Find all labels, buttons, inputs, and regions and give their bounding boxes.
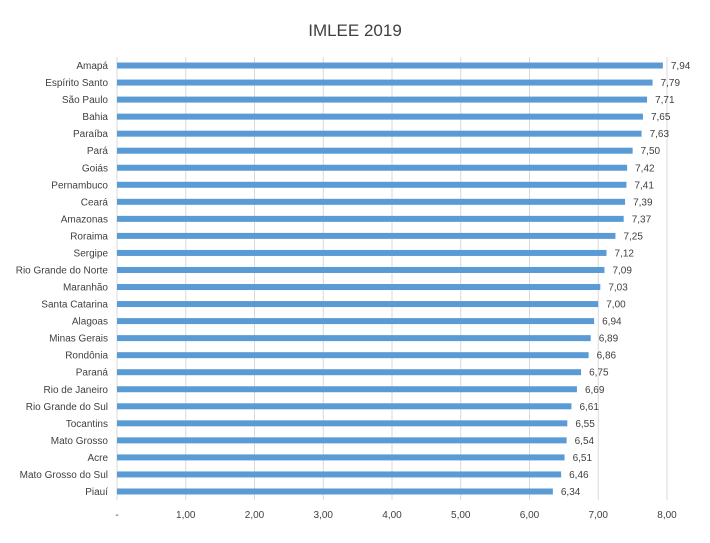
data-label: 6,46 (569, 470, 589, 481)
data-label: 7,94 (671, 61, 691, 72)
bar (117, 335, 591, 342)
data-label: 6,69 (585, 385, 605, 396)
bar (117, 96, 648, 103)
bar (117, 403, 572, 410)
bar (117, 386, 577, 393)
bar (117, 420, 568, 427)
category-label: Rio Grande do Norte (16, 265, 109, 276)
data-label: 7,37 (632, 214, 652, 225)
bar (117, 249, 607, 256)
data-label: 7,65 (651, 112, 671, 123)
category-labels: Amapá Espírito Santo São Paulo Bahia Paraíba… (16, 61, 109, 498)
category-label: Acre (87, 453, 108, 464)
bar (117, 437, 567, 444)
category-label: Mato Grosso do Sul (20, 470, 108, 481)
x-tick-label: - (115, 510, 118, 521)
data-label: 7,39 (633, 197, 653, 208)
x-tick-label: 7,00 (589, 510, 609, 521)
data-label: 6,61 (579, 402, 599, 413)
x-tick-label: 2,00 (245, 510, 265, 521)
category-label: Amapá (76, 61, 108, 72)
bar (117, 471, 562, 478)
bar (117, 266, 605, 273)
category-label: Rio de Janeiro (44, 385, 109, 396)
data-label: 6,86 (597, 351, 617, 362)
data-label: 7,63 (650, 129, 670, 140)
category-label: Rio Grande do Sul (26, 402, 108, 413)
bar (117, 130, 642, 137)
bar (117, 301, 599, 308)
data-label: 7,12 (615, 248, 635, 259)
data-label: 6,55 (575, 419, 595, 430)
bar (117, 147, 633, 154)
category-label: Alagoas (72, 317, 108, 328)
data-label: 7,03 (608, 283, 628, 294)
bar (117, 198, 626, 205)
bar (117, 62, 663, 69)
x-axis-ticks: - 1,00 2,00 3,00 4,00 5,00 6,00 7,00 8,00 (115, 510, 677, 521)
category-label: Maranhão (63, 283, 108, 294)
data-label: 6,94 (602, 317, 622, 328)
category-label: Roraima (70, 231, 108, 242)
data-label: 7,41 (634, 180, 654, 191)
category-label: Bahia (82, 112, 108, 123)
data-label: 7,25 (623, 231, 643, 242)
bar (117, 284, 601, 291)
bar (117, 215, 624, 222)
bar (117, 369, 582, 376)
data-label: 7,09 (612, 265, 632, 276)
bar (117, 113, 643, 120)
category-label: Mato Grosso (51, 436, 109, 447)
data-label: 7,71 (655, 95, 675, 106)
data-label: 6,51 (573, 453, 593, 464)
chart-title: IMLEE 2019 (308, 21, 402, 40)
bar (117, 79, 653, 86)
x-tick-label: 5,00 (451, 510, 471, 521)
category-label: Piauí (85, 487, 108, 498)
bar (117, 164, 628, 171)
x-tick-label: 3,00 (314, 510, 334, 521)
bar (117, 181, 627, 188)
value-labels: 7,94 7,79 7,71 7,65 7,63 7,50 7,42 7,41 7,39 7,37… (561, 61, 691, 498)
category-label: Paraíba (73, 129, 108, 140)
data-label: 6,89 (599, 334, 619, 345)
category-label: Rondônia (65, 351, 108, 362)
category-label: São Paulo (62, 95, 109, 106)
bar (117, 454, 565, 461)
category-label: Pernambuco (51, 180, 108, 191)
category-label: Pará (87, 146, 109, 157)
x-tick-label: 4,00 (382, 510, 402, 521)
category-label: Sergipe (74, 248, 109, 259)
bar (117, 232, 616, 239)
category-label: Paraná (76, 368, 109, 379)
category-label: Amazonas (61, 214, 108, 225)
category-label: Goiás (82, 163, 108, 174)
data-label: 7,00 (606, 300, 626, 311)
category-label: Ceará (81, 197, 109, 208)
x-tick-label: 1,00 (176, 510, 196, 521)
category-label: Tocantins (66, 419, 108, 430)
bar (117, 318, 595, 325)
category-label: Minas Gerais (49, 334, 108, 345)
bar (117, 352, 589, 359)
category-label: Espírito Santo (45, 78, 108, 89)
data-label: 6,75 (589, 368, 609, 379)
bars (117, 62, 663, 495)
data-label: 7,42 (635, 163, 655, 174)
data-label: 6,34 (561, 487, 581, 498)
data-label: 7,50 (641, 146, 661, 157)
gridlines (116, 57, 668, 500)
bar (117, 488, 553, 495)
x-tick-label: 8,00 (657, 510, 677, 521)
x-tick-label: 6,00 (520, 510, 540, 521)
data-label: 7,79 (661, 78, 681, 89)
data-label: 6,54 (575, 436, 595, 447)
category-label: Santa Catarina (41, 300, 108, 311)
